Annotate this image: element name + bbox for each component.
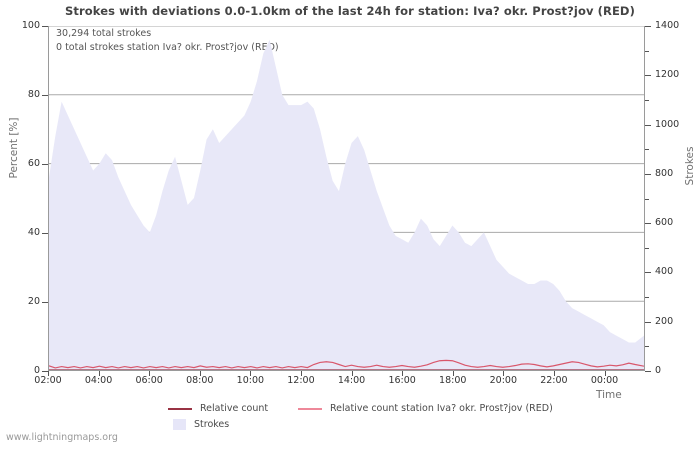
y-tick-label-right: 400 xyxy=(655,266,674,278)
x-tick-mark xyxy=(199,371,201,376)
series-relative-count-station-line xyxy=(49,359,644,369)
y-tick-mark-right-minor xyxy=(645,297,649,299)
y-tick-mark-right xyxy=(645,272,651,274)
x-tick-label: 06:00 xyxy=(135,375,163,386)
y-tick-mark-right xyxy=(645,223,651,225)
x-tick-label: 16:00 xyxy=(388,375,416,386)
y-tick-mark-right xyxy=(645,26,651,27)
x-axis-label: Time xyxy=(596,389,622,401)
annotation-station-strokes: 0 total strokes station Iva? okr. Prost?… xyxy=(56,42,279,53)
y-tick-mark-right xyxy=(645,321,651,323)
x-tick-mark xyxy=(300,371,302,376)
x-tick-label: 04:00 xyxy=(84,375,113,386)
x-tick-mark xyxy=(402,371,404,376)
y-tick-label-left: 40 xyxy=(27,227,40,238)
y-tick-mark-right xyxy=(645,371,651,372)
y-tick-mark-right-minor xyxy=(645,149,649,151)
x-tick-mark xyxy=(351,371,353,376)
legend-item-strokes[interactable]: Strokes xyxy=(168,414,230,430)
x-tick-mark xyxy=(250,371,252,376)
y-tick-mark-right-minor xyxy=(645,99,649,101)
x-tick-label: 02:00 xyxy=(34,375,62,386)
y-tick-mark-right-minor xyxy=(645,198,649,200)
y-tick-label-right: 1200 xyxy=(655,69,680,81)
y-tick-mark-right-minor xyxy=(645,346,649,348)
y-tick-mark-right-minor xyxy=(645,50,649,52)
y-tick-mark-right xyxy=(645,173,651,175)
x-tick-label: 20:00 xyxy=(489,375,518,386)
legend-label-strokes: Strokes xyxy=(194,419,230,430)
x-tick-mark xyxy=(503,371,505,376)
x-tick-mark xyxy=(48,371,49,376)
legend-item-relative-count[interactable]: Relative count xyxy=(168,398,269,414)
x-tick-label: 14:00 xyxy=(337,375,366,386)
x-tick-mark xyxy=(98,371,100,376)
y-axis-label-left: Percent [%] xyxy=(8,117,20,179)
y-tick-label-left: 20 xyxy=(27,296,40,307)
y-tick-label-right: 800 xyxy=(655,167,674,179)
plot-svg xyxy=(49,26,644,370)
chart-title: Strokes with deviations 0.0-1.0km of the… xyxy=(65,4,635,18)
x-tick-label: 10:00 xyxy=(236,375,265,386)
y-tick-mark-left xyxy=(42,164,48,165)
y-tick-label-right: 600 xyxy=(655,217,674,229)
x-tick-label: 18:00 xyxy=(439,375,467,386)
annotation-total-strokes: 30,294 total strokes xyxy=(56,28,152,39)
x-tick-mark xyxy=(604,371,606,376)
y-tick-mark-left xyxy=(42,26,48,27)
y-tick-label-right: 1400 xyxy=(655,20,680,31)
x-tick-label: 12:00 xyxy=(287,375,315,386)
legend-label-relative-count-station: Relative count station Iva? okr. Prost?j… xyxy=(330,403,553,414)
y-tick-label-right: 200 xyxy=(655,315,674,327)
y-tick-label-right: 0 xyxy=(655,365,662,376)
legend-label-relative-count: Relative count xyxy=(200,403,269,414)
y-tick-label-right: 1000 xyxy=(655,118,680,130)
legend-swatch-strokes xyxy=(173,419,186,430)
legend-swatch-relative-count-station xyxy=(298,407,322,410)
y-tick-mark-left xyxy=(42,233,48,234)
y-tick-label-left: 0 xyxy=(33,365,40,376)
x-tick-label: 22:00 xyxy=(540,375,568,386)
footer-attribution: www.lightningmaps.org xyxy=(6,432,118,443)
x-tick-label: 08:00 xyxy=(186,375,214,386)
y-tick-label-left: 60 xyxy=(27,158,40,169)
legend-item-relative-count-station[interactable]: Relative count station Iva? okr. Prost?j… xyxy=(298,398,553,414)
x-tick-label: 00:00 xyxy=(590,375,619,386)
y-tick-mark-left xyxy=(42,302,48,303)
legend-swatch-relative-count xyxy=(168,407,192,410)
y-tick-mark-right xyxy=(645,75,651,77)
y-tick-mark-right-minor xyxy=(645,247,649,249)
x-tick-mark xyxy=(553,371,555,376)
series-strokes-area xyxy=(49,39,644,370)
y-tick-label-left: 80 xyxy=(27,89,40,100)
y-tick-mark-left xyxy=(42,371,48,372)
plot-area xyxy=(48,26,645,371)
y-tick-mark-right xyxy=(645,124,651,126)
x-tick-mark xyxy=(149,371,151,376)
x-tick-mark xyxy=(452,371,454,376)
y-tick-label-left: 100 xyxy=(21,20,40,31)
y-tick-mark-left xyxy=(42,95,48,96)
